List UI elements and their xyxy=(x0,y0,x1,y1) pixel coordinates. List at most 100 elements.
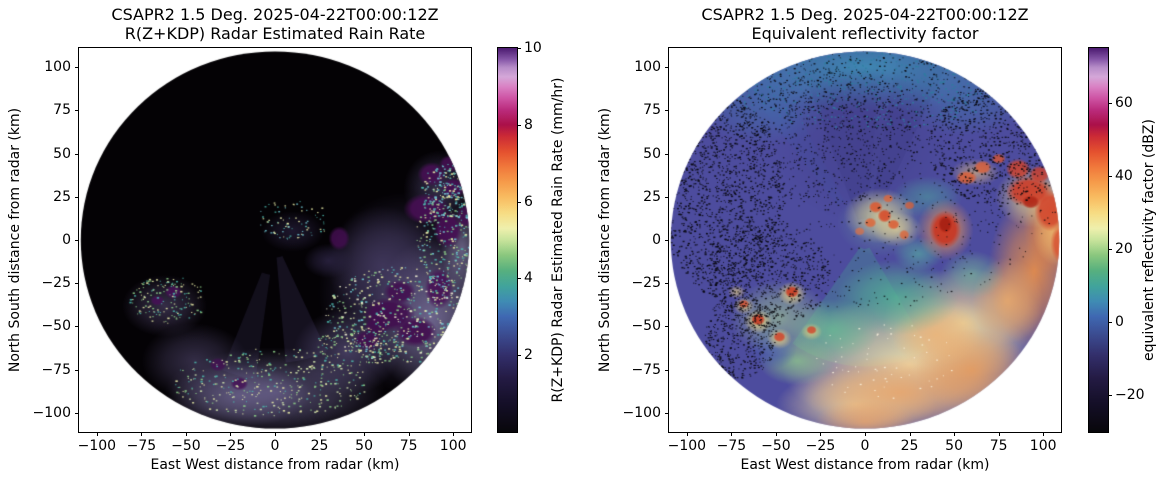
rain-rate-colorbar-label: R(Z+KDP) Radar Estimated Rain Rate (mm/h… xyxy=(550,77,566,403)
reflectivity-radar-image xyxy=(669,48,1061,432)
x-tick-label: 25 xyxy=(310,438,329,454)
x-tick xyxy=(141,432,143,436)
colorbar-tick-label: 0 xyxy=(1115,314,1124,331)
rain-rate-axes: CSAPR2 1.5 Deg. 2025-04-22T00:00:12Z R(Z… xyxy=(7,5,472,473)
colorbar-tick-label: 10 xyxy=(524,40,542,56)
reflectivity-title: CSAPR2 1.5 Deg. 2025-04-22T00:00:12Z Equ… xyxy=(609,5,1121,43)
y-tick-label: −75 xyxy=(631,361,661,378)
y-tick-label: 50 xyxy=(643,145,661,162)
y-tick-label: −25 xyxy=(41,275,71,292)
y-tick-label: −25 xyxy=(631,275,661,292)
colorbar-tick-label: 20 xyxy=(1115,241,1133,258)
x-tick xyxy=(275,432,276,436)
x-tick xyxy=(909,432,911,436)
colorbar-tick xyxy=(1108,176,1112,177)
y-tick xyxy=(665,67,669,69)
y-tick xyxy=(665,196,669,198)
reflectivity-colorbar-label: equivalent reflectivity factor (dBZ) xyxy=(1141,119,1157,361)
x-tick-label: −100 xyxy=(667,438,707,454)
y-tick-label: 100 xyxy=(634,59,661,76)
y-tick xyxy=(75,326,79,328)
colorbar-tick-label: 8 xyxy=(524,116,533,133)
x-tick-label: 0 xyxy=(860,438,870,454)
x-tick-label: −50 xyxy=(171,438,201,454)
colorbar-tick-label: −20 xyxy=(1115,387,1145,404)
y-tick-label: 75 xyxy=(53,102,71,119)
x-tick-label: −100 xyxy=(77,438,117,454)
x-tick xyxy=(364,432,366,436)
reflectivity-colorbar-gradient xyxy=(1089,48,1108,432)
colorbar-tick xyxy=(517,48,521,49)
x-tick-label: 75 xyxy=(399,438,418,454)
y-tick-label: 25 xyxy=(53,188,71,205)
y-tick-label: 25 xyxy=(643,188,661,205)
rain-rate-title: CSAPR2 1.5 Deg. 2025-04-22T00:00:12Z R(Z… xyxy=(19,5,531,43)
y-tick xyxy=(665,153,669,155)
y-tick-label: 0 xyxy=(62,232,71,248)
colorbar-tick xyxy=(517,201,521,203)
x-tick xyxy=(998,432,1000,436)
x-tick xyxy=(408,432,410,436)
y-tick xyxy=(75,369,79,371)
x-tick-label: 50 xyxy=(355,438,373,454)
x-tick-label: 100 xyxy=(439,438,467,454)
rain-rate-ylabel: North South distance from radar (km) xyxy=(7,107,23,373)
y-tick-label: −50 xyxy=(631,318,661,335)
x-tick-label: −25 xyxy=(805,438,836,454)
y-tick xyxy=(665,412,669,414)
x-tick-label: −25 xyxy=(215,438,246,454)
rain-rate-colorbar-gradient xyxy=(498,48,517,432)
reflectivity-colorbar: equivalent reflectivity factor (dBZ) −20… xyxy=(1088,47,1157,433)
x-tick xyxy=(686,432,688,436)
y-tick-label: −50 xyxy=(41,318,71,335)
colorbar-tick-label: 4 xyxy=(524,270,533,287)
rain-rate-xlabel: East West distance from radar (km) xyxy=(150,457,400,473)
y-tick xyxy=(75,283,79,285)
y-tick xyxy=(75,240,79,241)
reflectivity-axes: CSAPR2 1.5 Deg. 2025-04-22T00:00:12Z Equ… xyxy=(597,5,1062,473)
rain-rate-title-line2: R(Z+KDP) Radar Estimated Rain Rate xyxy=(124,24,426,43)
y-tick xyxy=(665,240,669,241)
x-tick xyxy=(775,432,777,436)
x-tick xyxy=(820,432,822,436)
colorbar-tick-label: 2 xyxy=(524,347,533,364)
colorbar-tick xyxy=(517,278,521,280)
colorbar-tick xyxy=(1108,395,1112,397)
colorbar-tick-label: 60 xyxy=(1115,94,1133,111)
x-tick-label: −75 xyxy=(126,438,157,454)
x-tick xyxy=(731,432,733,436)
x-tick xyxy=(1043,432,1045,436)
x-tick-label: −75 xyxy=(716,438,747,454)
x-tick-label: 100 xyxy=(1029,438,1057,454)
y-tick xyxy=(75,110,79,112)
x-tick-label: −50 xyxy=(761,438,791,454)
y-tick-label: −75 xyxy=(41,361,71,378)
reflectivity-title-line2: Equivalent reflectivity factor xyxy=(751,24,979,43)
x-tick xyxy=(96,432,98,436)
colorbar-tick-label: 40 xyxy=(1115,168,1133,184)
rain-rate-colorbar: R(Z+KDP) Radar Estimated Rain Rate (mm/h… xyxy=(497,40,566,433)
y-tick xyxy=(665,110,669,112)
y-tick-label: 50 xyxy=(53,145,71,162)
x-tick xyxy=(319,432,321,436)
y-tick xyxy=(75,67,79,69)
y-tick-label: −100 xyxy=(622,404,661,421)
y-tick-label: −100 xyxy=(32,404,71,421)
colorbar-tick-label: 6 xyxy=(524,193,533,210)
rain-rate-title-line1: CSAPR2 1.5 Deg. 2025-04-22T00:00:12Z xyxy=(111,5,439,24)
y-tick xyxy=(75,412,79,414)
rain-rate-radar-image xyxy=(79,48,471,432)
reflectivity-title-line1: CSAPR2 1.5 Deg. 2025-04-22T00:00:12Z xyxy=(701,5,1029,24)
x-tick-label: 0 xyxy=(270,438,280,454)
x-tick-label: 50 xyxy=(945,438,963,454)
colorbar-tick xyxy=(517,124,521,126)
x-tick xyxy=(954,432,956,436)
y-tick-label: 0 xyxy=(652,232,661,248)
y-tick-label: 75 xyxy=(643,102,661,119)
y-tick xyxy=(75,153,79,155)
x-tick-label: 25 xyxy=(900,438,919,454)
reflectivity-xlabel: East West distance from radar (km) xyxy=(740,457,990,473)
y-tick xyxy=(665,326,669,328)
y-tick-label: 100 xyxy=(44,59,71,76)
y-tick xyxy=(665,369,669,371)
